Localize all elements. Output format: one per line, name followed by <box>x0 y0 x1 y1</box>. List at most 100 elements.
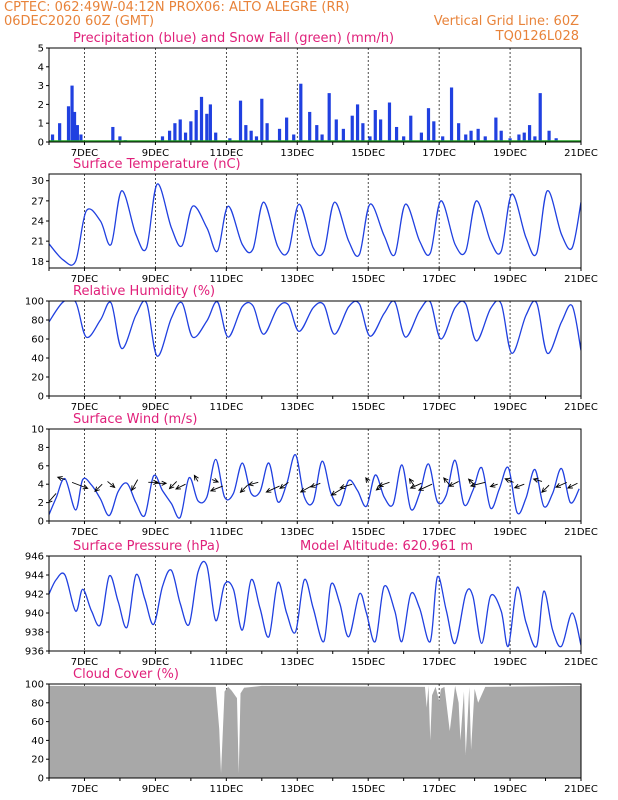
wind-plot <box>49 454 580 519</box>
wind-xtick-label: 7DEC <box>71 527 98 538</box>
wind-vector-arrow <box>377 481 390 488</box>
cloud-ytick-label: 20 <box>31 755 44 766</box>
wind-vector-arrow <box>211 478 220 483</box>
precip-bar <box>457 123 461 142</box>
temperature-ytick-label: 18 <box>31 257 44 268</box>
temperature-plot <box>49 183 581 266</box>
wind-vector-arrow <box>467 478 475 486</box>
cloud-xtick-label: 7DEC <box>71 784 98 795</box>
precip-bar <box>419 132 423 142</box>
precip-bar <box>379 119 383 142</box>
precip-xtick-label: 7DEC <box>71 148 98 159</box>
cloud-title: Cloud Cover (%) <box>73 667 179 682</box>
wind-xtick-label: 15DEC <box>351 527 385 538</box>
precip-bar <box>355 104 360 142</box>
temperature-xtick-label: 15DEC <box>351 274 385 285</box>
precip-bar <box>208 104 212 142</box>
cloud-xtick-label: 13DEC <box>280 784 314 795</box>
temperature-xtick-label: 11DEC <box>209 274 243 285</box>
wind-vector-arrow <box>299 485 312 493</box>
cloud-xtick-label: 9DEC <box>142 784 169 795</box>
precip-bar <box>432 121 436 142</box>
precip-bar <box>75 125 79 142</box>
cloud-xtick-label: 19DEC <box>493 784 527 795</box>
precip-bar <box>254 136 259 142</box>
temperature-ytick-label: 21 <box>31 237 44 248</box>
precip-bar <box>368 136 372 142</box>
pressure-xtick-label: 15DEC <box>351 657 385 668</box>
precip-bar <box>315 125 319 142</box>
temperature-ytick-label: 30 <box>31 176 44 187</box>
wind-vector-arrow <box>265 485 280 493</box>
precip-bar <box>508 138 512 142</box>
precip-bar <box>341 128 345 142</box>
precip-bar <box>277 128 282 142</box>
temperature-panel: Surface Temperature (nC) 18 21 24 27 30 7DEC 9D… <box>31 157 598 285</box>
precip-xtick-label: 19DEC <box>493 148 527 159</box>
header-model-id: TQ0126L028 <box>495 29 579 44</box>
precip-bar <box>402 136 406 142</box>
precip-bar <box>469 130 473 142</box>
wind-vector-arrow <box>239 484 248 494</box>
temperature-series-line <box>49 183 581 266</box>
precip-bar <box>160 136 165 142</box>
wind-vector-arrow <box>489 482 498 488</box>
humidity-title: Relative Humidity (%) <box>73 284 215 299</box>
temperature-xtick-label: 19DEC <box>493 274 527 285</box>
humidity-ytick-label: 40 <box>31 354 44 365</box>
wind-vector-arrow <box>469 481 486 488</box>
precip-ytick-label: 1 <box>38 119 44 130</box>
precip-ytick-label: 3 <box>38 81 44 92</box>
pressure-xtick-label: 9DEC <box>142 657 169 668</box>
header-line-2: 06DEC2020 60Z (GMT) <box>4 14 154 29</box>
precip-bar <box>299 83 303 142</box>
wind-vector-arrow <box>532 477 543 483</box>
precip-bar <box>260 98 264 142</box>
wind-vector-arrow <box>448 481 459 487</box>
humidity-ytick-label: 100 <box>25 297 44 308</box>
precip-bar <box>66 106 71 142</box>
wind-ytick-label: 8 <box>38 443 44 454</box>
precip-bar <box>499 130 503 142</box>
humidity-frame <box>48 300 582 397</box>
wind-vector-arrow <box>339 483 353 490</box>
wind-xtick-label: 19DEC <box>493 527 527 538</box>
wind-panel: Surface Wind (m/s) 0 2 4 6 8 10 7DEC 9DEC 11DEC 13… <box>31 412 598 538</box>
precip-bar <box>111 126 115 142</box>
wind-vector-arrow <box>409 482 422 489</box>
precip-ytick-label: 0 <box>38 138 44 149</box>
wind-xtick-label: 13DEC <box>280 527 314 538</box>
pressure-ytick-label: 938 <box>25 628 44 639</box>
pressure-xtick-label: 7DEC <box>71 657 98 668</box>
precip-xtick-label: 21DEC <box>564 148 598 159</box>
humidity-xtick-label: 17DEC <box>422 402 456 413</box>
precip-bar <box>483 136 487 142</box>
pressure-ytick-label: 940 <box>25 609 44 620</box>
wind-frame <box>48 428 582 522</box>
wind-vector-arrow <box>417 483 433 491</box>
precip-bar <box>50 134 55 142</box>
cloud-ytick-label: 40 <box>31 736 44 747</box>
wind-vector-arrow <box>541 484 550 494</box>
precip-bar <box>527 125 532 142</box>
wind-vector-arrow <box>279 481 289 489</box>
wind-vector-arrow <box>209 485 223 492</box>
precip-bar <box>350 115 354 142</box>
wind-vector-arrow <box>309 482 321 488</box>
precip-bar <box>58 123 62 142</box>
temperature-xtick-label: 7DEC <box>71 274 98 285</box>
wind-ytick-label: 2 <box>38 498 44 509</box>
wind-vector-arrow <box>131 479 139 492</box>
cloud-ytick-label: 80 <box>31 698 44 709</box>
wind-vector-arrow <box>247 481 259 487</box>
humidity-xtick-label: 15DEC <box>351 402 385 413</box>
precip-bar <box>173 123 177 142</box>
precip-bar <box>494 117 498 142</box>
cloud-cover-area <box>49 685 581 778</box>
cloud-panel: Cloud Cover (%) 0 20 40 60 80 100 7DEC 9DEC 11DEC… <box>25 667 598 795</box>
precip-bar <box>189 121 193 142</box>
precip-bar <box>249 130 253 142</box>
pressure-plot <box>49 560 581 648</box>
pressure-xtick-label: 17DEC <box>422 657 456 668</box>
